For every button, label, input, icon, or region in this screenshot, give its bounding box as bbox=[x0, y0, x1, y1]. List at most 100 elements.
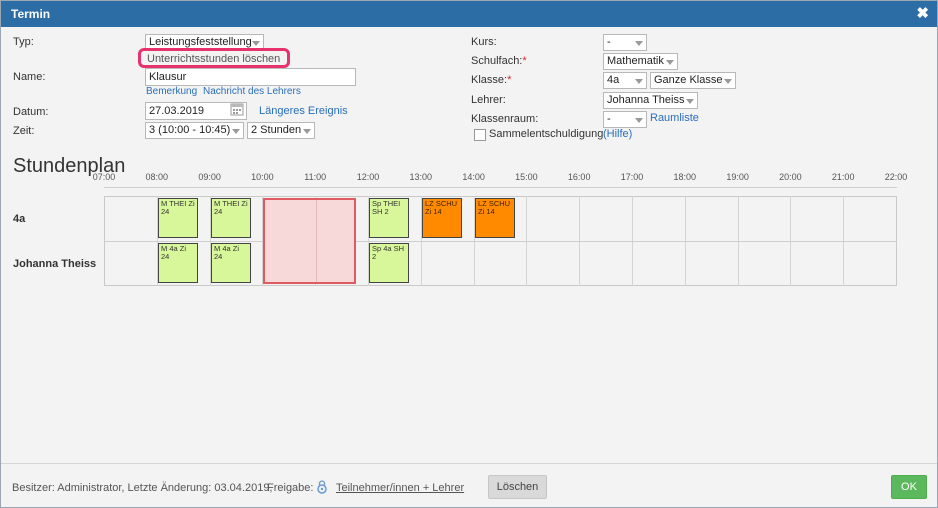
duration-select-value: 2 Stunden bbox=[251, 124, 302, 136]
chevron-down-icon bbox=[666, 60, 674, 65]
lesson-block[interactable]: M 4a Zi 24 bbox=[158, 243, 198, 283]
lock-icon[interactable] bbox=[316, 480, 328, 494]
row-label-class: 4a bbox=[13, 213, 26, 225]
required-mark: * bbox=[522, 55, 527, 67]
lesson-block-line1: M THEI Zi bbox=[214, 199, 248, 208]
schulfach-select[interactable]: Mathematik bbox=[603, 53, 678, 70]
hour-label: 09:00 bbox=[198, 172, 221, 182]
lesson-block-line1: LZ SCHU bbox=[478, 199, 511, 208]
footer-divider bbox=[1, 463, 937, 464]
required-mark: * bbox=[507, 74, 512, 86]
hour-label: 13:00 bbox=[409, 172, 433, 182]
typ-label: Typ: bbox=[13, 36, 34, 48]
duration-select[interactable]: 2 Stunden bbox=[247, 122, 315, 139]
schedule-title: Stundenplan bbox=[13, 155, 126, 177]
note-link[interactable]: Bemerkung bbox=[146, 86, 198, 97]
lehrer-select[interactable]: Johanna Theiss bbox=[603, 92, 698, 109]
sammelentschuldigung-label: Sammelentschuldigung bbox=[489, 128, 604, 140]
datum-label: Datum: bbox=[13, 106, 49, 118]
hour-label: 15:00 bbox=[515, 172, 538, 182]
date-input[interactable]: 27.03.2019 bbox=[145, 102, 247, 120]
participants-link[interactable]: Teilnehmer/innen + Lehrer bbox=[336, 482, 465, 494]
new-appointment-selection[interactable] bbox=[263, 198, 356, 284]
lesson-block-line1: Sp THEI bbox=[372, 199, 401, 208]
time-select-value: 3 (10:00 - 10:45) bbox=[149, 124, 231, 136]
chevron-down-icon bbox=[232, 129, 240, 134]
lesson-block[interactable]: LZ SCHU Zi 14 bbox=[422, 198, 462, 238]
lesson-block-line2: 24 bbox=[161, 207, 170, 216]
hour-label: 17:00 bbox=[620, 172, 644, 182]
klasse-label-text: Klasse: bbox=[471, 74, 508, 86]
lesson-block[interactable]: Sp 4a SH 2 bbox=[369, 243, 409, 283]
lesson-block-line2: 24 bbox=[214, 252, 223, 261]
selection-divider bbox=[316, 200, 317, 282]
lesson-block-line2: 24 bbox=[161, 252, 170, 261]
hour-label: 21:00 bbox=[831, 172, 855, 182]
lehrer-select-value: Johanna Theiss bbox=[607, 94, 685, 106]
chevron-down-icon bbox=[252, 41, 260, 46]
ok-button[interactable]: OK bbox=[891, 475, 927, 499]
name-input[interactable]: Klausur bbox=[145, 68, 356, 86]
hour-label: 08:00 bbox=[145, 172, 169, 182]
lesson-block-line2: 24 bbox=[214, 207, 223, 216]
kurs-label: Kurs: bbox=[471, 36, 497, 48]
highlight-annotation bbox=[138, 48, 290, 68]
room-list-link[interactable]: Raumliste bbox=[650, 112, 699, 124]
klassenraum-label: Klassenraum: bbox=[471, 113, 539, 125]
teacher-message-link[interactable]: Nachricht des Lehrers bbox=[203, 86, 301, 97]
lesson-block[interactable]: M THEI Zi 24 bbox=[211, 198, 251, 238]
schulfach-label: Schulfach:* bbox=[471, 55, 527, 67]
hour-label: 07:00 bbox=[92, 172, 116, 182]
schulfach-select-value: Mathematik bbox=[607, 55, 664, 67]
klasse-group-select-value: Ganze Klasse bbox=[654, 74, 723, 86]
time-select[interactable]: 3 (10:00 - 10:45) bbox=[145, 122, 244, 139]
dialog-titlebar: Termin ✖ bbox=[1, 1, 937, 27]
hour-label: 19:00 bbox=[726, 172, 749, 182]
lesson-block-line2: 2 bbox=[372, 252, 377, 261]
chevron-down-icon bbox=[724, 79, 732, 84]
close-icon[interactable]: ✖ bbox=[916, 5, 929, 22]
hour-label: 20:00 bbox=[779, 172, 802, 182]
lehrer-label: Lehrer: bbox=[471, 94, 506, 106]
hour-label: 16:00 bbox=[567, 172, 591, 182]
klassenraum-select-value: - bbox=[607, 113, 611, 125]
hour-label: 10:00 bbox=[251, 172, 274, 182]
hour-label: 14:00 bbox=[462, 172, 485, 182]
lesson-block[interactable]: M THEI Zi 24 bbox=[158, 198, 198, 238]
footer-owner-text: Besitzer: Administrator, Letzte Änderung… bbox=[12, 482, 273, 494]
klasse-label: Klasse:* bbox=[471, 74, 511, 86]
lesson-block-line1: LZ SCHU bbox=[425, 199, 458, 208]
klasse-select[interactable]: 4a bbox=[603, 72, 647, 89]
chevron-down-icon bbox=[635, 79, 643, 84]
grid-row-divider bbox=[104, 241, 897, 242]
chevron-down-icon bbox=[686, 99, 694, 104]
delete-lessons-link[interactable]: Unterrichtsstunden löschen bbox=[147, 53, 281, 65]
sammelentschuldigung-checkbox[interactable] bbox=[474, 129, 486, 141]
lesson-block-line1: Sp 4a SH bbox=[372, 244, 405, 253]
kurs-select[interactable]: - bbox=[603, 34, 647, 51]
hour-label: 22:00 bbox=[884, 172, 908, 182]
name-label: Name: bbox=[13, 71, 46, 83]
longer-event-link[interactable]: Längeres Ereignis bbox=[259, 105, 348, 117]
release-label: Freigabe: bbox=[267, 482, 314, 494]
delete-button[interactable]: Löschen bbox=[488, 475, 547, 499]
klasse-group-select[interactable]: Ganze Klasse bbox=[650, 72, 736, 89]
help-link[interactable]: (Hilfe) bbox=[603, 128, 633, 140]
hour-label: 18:00 bbox=[673, 172, 697, 182]
lesson-block[interactable]: M 4a Zi 24 bbox=[211, 243, 251, 283]
row-label-teacher: Johanna Theiss bbox=[13, 258, 97, 270]
calendar-icon[interactable] bbox=[230, 102, 244, 116]
lesson-block-line2: SH 2 bbox=[372, 207, 389, 216]
chevron-down-icon bbox=[635, 41, 643, 46]
hour-label: 11:00 bbox=[304, 172, 327, 182]
hour-scale-line bbox=[104, 187, 897, 188]
schulfach-label-text: Schulfach: bbox=[471, 55, 523, 67]
lesson-block-line1: M THEI Zi bbox=[161, 199, 195, 208]
lesson-block-line2: Zi 14 bbox=[478, 207, 495, 216]
chevron-down-icon bbox=[635, 118, 643, 123]
lesson-block-line2: Zi 14 bbox=[425, 207, 442, 216]
klassenraum-select[interactable]: - bbox=[603, 111, 647, 128]
lesson-block[interactable]: LZ SCHU Zi 14 bbox=[475, 198, 515, 238]
zeit-label: Zeit: bbox=[13, 125, 35, 137]
lesson-block[interactable]: Sp THEI SH 2 bbox=[369, 198, 409, 238]
